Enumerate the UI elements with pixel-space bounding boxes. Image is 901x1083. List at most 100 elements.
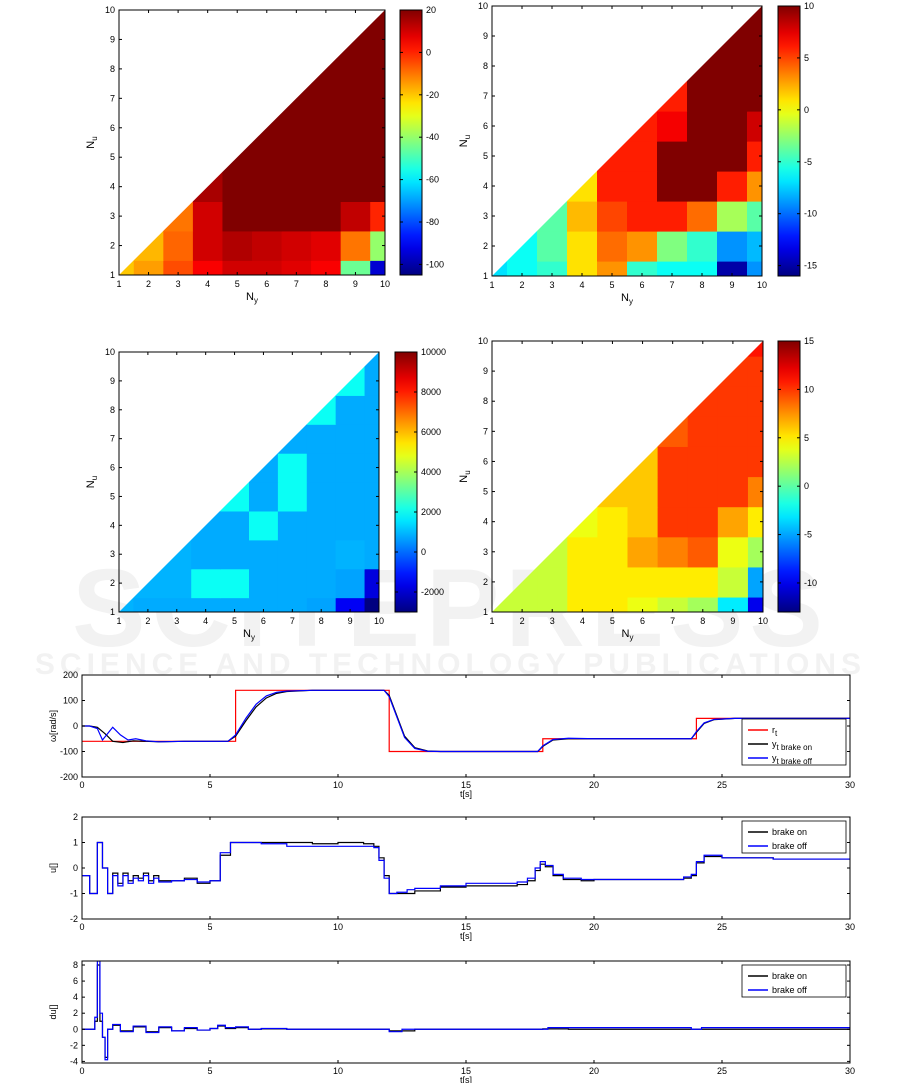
heatmap-cell [687, 476, 719, 508]
heatmap-cell [597, 506, 629, 538]
heatmap-cell [717, 141, 748, 172]
y-tick-label: 2 [483, 577, 488, 587]
heatmap-cell [717, 111, 748, 142]
heatmap-cell [657, 506, 689, 538]
heatmap-cell [311, 54, 342, 85]
heatmap-cell [277, 597, 308, 612]
heatmap-cell [252, 201, 283, 232]
heatmap-panel: 1 2 3 4 5 6 7 8 9 10 1 2 3 4 5 6 7 8 9 10 Ny Nu 15 10 5 0 -5 -10 [458, 336, 817, 642]
heatmap-cell [306, 568, 337, 599]
heatmap-cell [687, 386, 719, 417]
heatmap-cell [627, 446, 659, 478]
legend: brake on brake off [741, 820, 847, 854]
y-tick-label: 9 [483, 366, 488, 376]
heatmap-cell [335, 539, 366, 570]
heatmap-cell [249, 510, 279, 541]
x-axis-label: t[s] [460, 931, 472, 941]
heatmap-cell [249, 453, 279, 483]
heatmap-panel: 1 2 3 4 5 6 7 8 9 10 1 2 3 4 5 6 7 8 9 10 Ny Nu 10 5 0 -5 -10 -15 [458, 1, 817, 306]
y-tick-label: 9 [110, 376, 115, 386]
heatmap-cell [191, 597, 221, 612]
heatmap-cell [687, 261, 718, 276]
heatmap-cell [306, 424, 337, 454]
heatmap-cell [627, 141, 658, 172]
heatmap-cell [597, 476, 629, 508]
heatmap-cell [249, 568, 279, 599]
heatmap-cell [277, 539, 308, 570]
series-line [82, 689, 850, 753]
x-tick-label: 30 [845, 780, 855, 790]
heatmap-cell [567, 231, 598, 262]
heatmap-cell [747, 446, 763, 478]
heatmap-cell [627, 171, 658, 202]
heatmap-cell [277, 453, 308, 483]
heatmap-cell [249, 482, 279, 512]
heatmap-cell [717, 476, 749, 508]
x-tick-label: 9 [729, 280, 734, 290]
y-tick-label: 100 [63, 696, 78, 706]
colorbar-tick-label: 20 [426, 5, 436, 15]
y-tick-label: 2 [73, 812, 78, 822]
heatmap-cell [364, 510, 379, 541]
heatmap-cell [597, 261, 628, 276]
colorbar-tick-label: 5 [804, 433, 809, 443]
y-tick-label: -1 [70, 889, 78, 899]
y-tick-label: 2 [483, 241, 488, 251]
heatmap-cell [597, 171, 628, 202]
heatmap-cell [133, 230, 164, 261]
y-tick-label: 5 [110, 152, 115, 162]
heatmap-cell [747, 356, 763, 387]
x-axis-label: Ny [243, 628, 255, 642]
heatmap-cell [133, 597, 163, 612]
heatmap-cell [717, 51, 748, 82]
y-tick-label: 10 [478, 1, 488, 11]
x-tick-label: 4 [580, 616, 585, 626]
legend-label: brake on [772, 827, 807, 837]
heatmap-cell [311, 142, 342, 173]
heatmap-cell [507, 566, 538, 598]
heatmap-cell [311, 230, 342, 261]
y-tick-label: 7 [110, 434, 115, 444]
heatmap-cell [133, 260, 164, 275]
x-tick-label: 3 [549, 280, 554, 290]
heatmap-cell [335, 366, 366, 396]
colorbar-tick-label: 0 [804, 105, 809, 115]
heatmap-cell [370, 201, 385, 232]
x-axis-label: Ny [246, 291, 258, 305]
x-tick-label: 0 [79, 780, 84, 790]
series-group [82, 689, 850, 753]
x-tick-label: 15 [461, 780, 471, 790]
heatmap-cell [335, 510, 366, 541]
heatmap-cell [687, 446, 719, 478]
heatmap-cell [340, 54, 371, 85]
heatmap-cell [537, 261, 568, 276]
heatmap-cell [277, 482, 308, 512]
y-tick-label: 1 [483, 607, 488, 617]
heatmap-cell [163, 260, 194, 275]
y-tick-label: 3 [110, 211, 115, 221]
y-tick-label: 9 [483, 31, 488, 41]
heatmap-cell [335, 568, 366, 599]
colorbar [394, 351, 418, 613]
x-axis-label: t[s] [460, 1075, 472, 1083]
heatmap-cell [370, 142, 385, 173]
heatmap-cell [311, 260, 342, 275]
colorbar-tick-label: -2000 [421, 587, 444, 597]
heatmap-cell [340, 83, 371, 114]
colorbar-tick-label: -15 [804, 261, 817, 271]
legend: brake on brake off [741, 964, 847, 998]
colorbar-tick-label: -10 [804, 209, 817, 219]
x-tick-label: 3 [176, 279, 181, 289]
y-axis-label: du[] [48, 1004, 58, 1019]
y-tick-label: 4 [483, 517, 488, 527]
legend-label: yt brake on [772, 739, 812, 752]
heatmap-cell [370, 83, 385, 114]
heatmap-cell [717, 231, 748, 262]
y-tick-label: 8 [483, 396, 488, 406]
heatmap-cell [597, 201, 628, 232]
heatmap-cell [249, 597, 279, 612]
x-tick-label: 10 [758, 616, 768, 626]
heatmap-cell [306, 510, 337, 541]
heatmap-cell [567, 506, 598, 538]
